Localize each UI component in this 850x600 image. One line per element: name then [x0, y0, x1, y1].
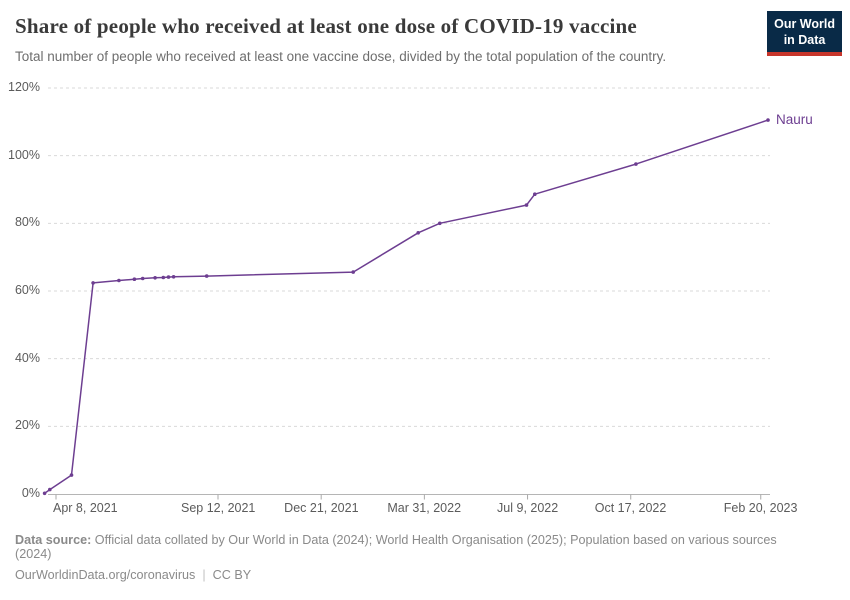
- data-point[interactable]: [153, 276, 157, 280]
- page-title: Share of people who received at least on…: [15, 14, 637, 38]
- y-axis-label: 80%: [14, 215, 40, 230]
- data-point[interactable]: [161, 275, 166, 280]
- logo-line1: Our World: [774, 17, 835, 31]
- x-axis-label: Jul 9, 2022: [497, 501, 559, 515]
- y-axis-label: 20%: [14, 418, 40, 433]
- data-point[interactable]: [416, 231, 421, 235]
- y-axis-label: 120%: [8, 80, 40, 94]
- data-point[interactable]: [533, 192, 537, 196]
- footer: Data source: Official data collated by O…: [15, 533, 815, 588]
- owid-logo[interactable]: Our World in Data: [767, 11, 842, 56]
- data-point[interactable]: [132, 277, 137, 282]
- y-axis-label: 40%: [14, 350, 40, 365]
- y-axis-label: 0%: [21, 486, 40, 500]
- data-point[interactable]: [91, 281, 95, 285]
- data-point[interactable]: [166, 275, 171, 279]
- data-point[interactable]: [524, 203, 529, 207]
- y-axis-label: 100%: [8, 147, 40, 162]
- x-axis-label: Feb 20, 2023: [723, 501, 798, 515]
- owid-url-link[interactable]: OurWorldinData.org/coronavirus: [15, 567, 196, 582]
- data-point[interactable]: [351, 270, 356, 274]
- data-point[interactable]: [634, 162, 638, 166]
- data-point[interactable]: [117, 278, 121, 283]
- data-point[interactable]: [42, 491, 47, 496]
- x-axis-label: Dec 21, 2021: [284, 501, 359, 515]
- chart-subtitle: Total number of people who received at l…: [15, 49, 667, 64]
- footer-links-line: OurWorldinData.org/coronavirus | CC BY: [15, 568, 815, 582]
- y-axis-label: 60%: [14, 283, 40, 297]
- data-point[interactable]: [766, 118, 770, 122]
- data-point[interactable]: [204, 274, 209, 278]
- data-source-label: Data source:: [15, 533, 92, 547]
- license-link[interactable]: CC BY: [212, 567, 252, 582]
- x-axis-label: Apr 8, 2021: [53, 501, 118, 515]
- x-axis-label: Oct 17, 2022: [594, 501, 667, 515]
- data-point[interactable]: [140, 276, 145, 281]
- data-point[interactable]: [438, 221, 442, 226]
- data-line: [44, 119, 769, 494]
- data-point[interactable]: [69, 473, 74, 477]
- data-point[interactable]: [171, 275, 176, 279]
- data-source-text: Official data collated by Our World in D…: [91, 533, 777, 547]
- x-axis-label: Mar 31, 2022: [387, 501, 462, 515]
- series-end-label[interactable]: Nauru: [775, 112, 813, 128]
- data-source-wrap: (2024): [15, 547, 52, 562]
- data-point[interactable]: [48, 487, 52, 492]
- x-axis-label: Sep 12, 2021: [181, 501, 256, 515]
- data-source-line: Data source: Official data collated by O…: [15, 533, 815, 562]
- footer-separator: |: [202, 567, 206, 582]
- logo-line2: in Data: [783, 33, 826, 48]
